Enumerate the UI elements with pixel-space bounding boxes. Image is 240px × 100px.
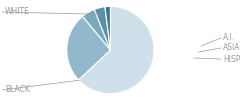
Text: ASIAN: ASIAN xyxy=(223,44,240,52)
Wedge shape xyxy=(78,6,154,94)
Text: BLACK: BLACK xyxy=(5,86,30,94)
Wedge shape xyxy=(83,9,110,50)
Wedge shape xyxy=(94,7,110,50)
Text: HISPANIC: HISPANIC xyxy=(223,55,240,64)
Wedge shape xyxy=(67,16,110,80)
Text: WHITE: WHITE xyxy=(5,8,30,16)
Text: A.I.: A.I. xyxy=(223,34,235,42)
Wedge shape xyxy=(105,6,110,50)
